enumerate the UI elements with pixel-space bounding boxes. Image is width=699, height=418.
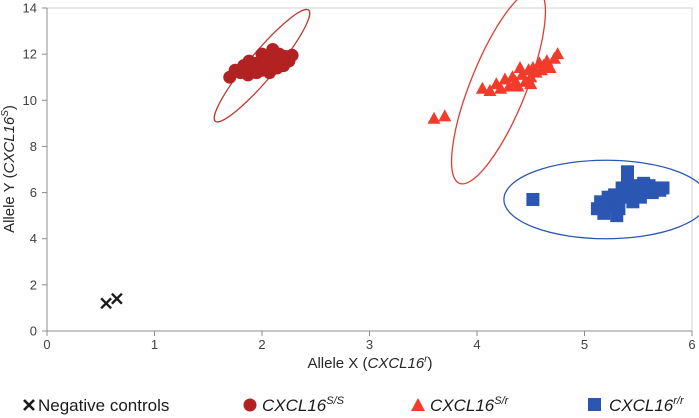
y-tick-label: 2	[30, 277, 37, 292]
y-tick-label: 4	[30, 231, 37, 246]
plot-area-frame	[46, 7, 693, 332]
data-point-x	[111, 292, 123, 305]
y-tick-label: 0	[30, 324, 37, 339]
legend-item-rr: CXCL16r/r	[588, 395, 685, 415]
x-tick-label: 6	[688, 337, 695, 352]
data-point-triangle	[543, 60, 557, 73]
x-axis-title: Allele X (CXCL16r)	[307, 354, 432, 372]
data-point-triangle	[427, 111, 441, 124]
data-point-square	[656, 181, 670, 195]
data-point-square	[621, 165, 634, 179]
y-tick-label: 6	[30, 185, 37, 200]
y-tick-label: 8	[30, 139, 37, 154]
cluster-ellipse	[503, 159, 699, 240]
data-point-x	[100, 297, 112, 310]
legend-label: Negative controls	[38, 396, 169, 415]
data-point-triangle	[513, 60, 527, 73]
data-point-triangle	[524, 77, 538, 90]
data-point-triangle	[483, 84, 497, 97]
x-marker-icon	[23, 399, 35, 411]
data-points	[100, 43, 670, 310]
x-tick-label: 5	[581, 337, 588, 352]
data-point-triangle	[502, 79, 516, 92]
legend-label: CXCL16r/r	[609, 395, 685, 415]
x-tick-label: 4	[473, 337, 480, 352]
data-point-circle	[255, 47, 269, 61]
data-point-square	[526, 192, 540, 206]
x-tick-label: 1	[151, 337, 158, 352]
legend-item-negative-controls: Negative controls	[23, 396, 169, 415]
triangle-marker-icon	[411, 398, 425, 411]
data-point-triangle	[475, 81, 489, 94]
data-point-square	[610, 209, 624, 223]
legend-label: CXCL16S/S	[262, 395, 345, 415]
circle-marker-icon	[243, 398, 257, 412]
data-point-circle	[285, 48, 299, 62]
data-point-triangle	[438, 109, 452, 122]
data-point-triangle	[551, 47, 565, 60]
y-axis-title: Allele Y (CXCL16S)	[0, 105, 18, 233]
x-tick-label: 0	[43, 337, 50, 352]
data-point-triangle	[511, 79, 525, 92]
legend-label: CXCL16S/r	[430, 395, 510, 415]
x-tick-label: 3	[366, 337, 373, 352]
legend-item-sr: CXCL16S/r	[411, 395, 510, 415]
x-tick-label: 2	[258, 337, 265, 352]
legend-item-ss: CXCL16S/S	[243, 395, 345, 415]
data-point-circle	[242, 54, 256, 68]
square-marker-icon	[588, 398, 601, 411]
cluster-ellipse	[450, 0, 547, 185]
y-tick-label: 12	[23, 47, 37, 62]
legend: Negative controls CXCL16S/S CXCL16S/r CX…	[23, 395, 685, 415]
y-tick-label: 10	[23, 93, 37, 108]
y-tick-label: 14	[23, 1, 37, 16]
